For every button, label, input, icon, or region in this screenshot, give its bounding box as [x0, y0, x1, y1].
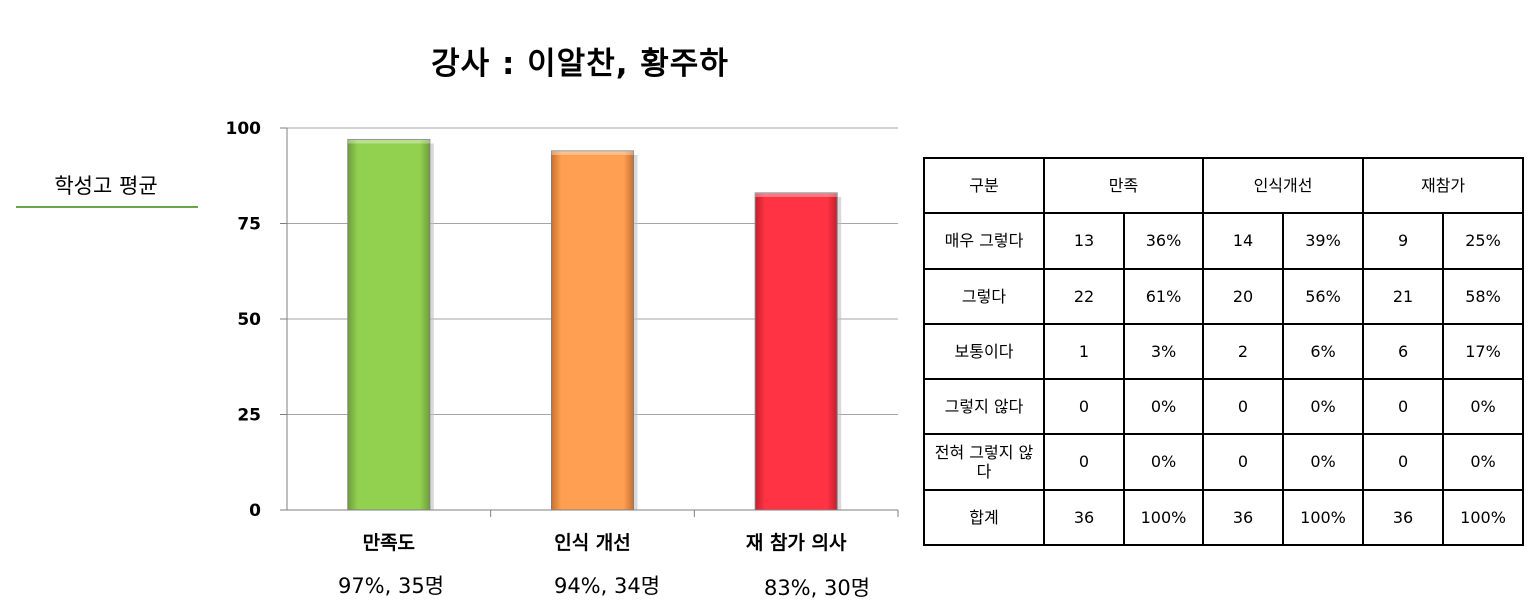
table-cell: 22: [1043, 267, 1125, 325]
table-cell: 36: [1202, 488, 1285, 547]
table-cell: 0: [1362, 433, 1445, 491]
bar-highlight: [347, 139, 430, 144]
bar-highlight: [755, 192, 838, 197]
x-tick-label: 만족도: [363, 532, 415, 554]
table-cell: 17%: [1442, 322, 1525, 381]
table-cell: 0: [1202, 378, 1285, 436]
header-reparticipation: 재참가: [1362, 156, 1525, 215]
table-cell: 36: [1043, 488, 1125, 547]
value-label-satisfaction: 97%, 35명: [337, 574, 445, 598]
y-tick-label: 100: [226, 119, 262, 139]
x-tick-label: 재 참가 의사: [746, 532, 847, 554]
bar: [551, 150, 634, 511]
table-cell: 58%: [1442, 267, 1525, 325]
header-satisfaction: 만족: [1042, 156, 1205, 215]
table-row-label: 매우 그렇다: [923, 212, 1045, 270]
table-cell: 39%: [1282, 212, 1365, 270]
table-row-label: 그렇지 않다: [923, 378, 1045, 436]
table-cell: 25%: [1442, 212, 1525, 270]
table-cell: 0%: [1442, 433, 1525, 491]
header-awareness: 인식개선: [1202, 156, 1365, 215]
bar: [754, 192, 838, 511]
table-row: 매우 그렇다 13 36% 14 39% 9 25%: [923, 212, 1525, 270]
table-cell: 0: [1043, 378, 1125, 436]
table-cell: 1: [1043, 322, 1125, 381]
table-cell: 36: [1362, 488, 1445, 547]
table-row: 전혀 그렇지 않다 0 0% 0 0% 0 0%: [923, 433, 1525, 491]
table-cell: 3%: [1122, 322, 1205, 381]
table-cell: 9: [1362, 212, 1445, 270]
bar-chart: 0 25 50 75 100 만족도 인식 개선 재 참가 의사: [226, 119, 899, 554]
table-cell: 100%: [1122, 488, 1205, 547]
table-cell: 6%: [1282, 322, 1365, 381]
table-cell: 61%: [1122, 267, 1205, 325]
table-header-row: 구분 만족 인식개선 재참가: [923, 156, 1525, 215]
table-cell: 0: [1362, 378, 1445, 436]
table-cell: 21: [1362, 267, 1445, 325]
table-cell: 56%: [1282, 267, 1365, 325]
y-tick-label: 50: [237, 310, 261, 330]
table-row-label: 보통이다: [923, 322, 1045, 381]
table-cell: 0%: [1282, 378, 1365, 436]
bar: [347, 138, 431, 511]
y-axis-ticks: 0 25 50 75 100: [226, 119, 287, 521]
bars: [347, 138, 842, 511]
y-tick-label: 25: [237, 406, 261, 426]
table-cell: 6: [1362, 322, 1445, 381]
table-cell: 14: [1202, 212, 1285, 270]
y-tick-label: 75: [237, 215, 261, 235]
value-label-reparticipation: 83%, 30명: [763, 576, 871, 600]
survey-table: 구분 만족 인식개선 재참가 매우 그렇다 13 36% 14 39% 9 25% 그렇다 22…: [923, 156, 1525, 547]
table-cell: 13: [1043, 212, 1125, 270]
bar-highlight: [551, 150, 634, 155]
table-cell: 2: [1202, 322, 1285, 381]
table-cell: 100%: [1442, 488, 1525, 547]
table-row-label: 그렇다: [923, 267, 1045, 325]
table-row-label: 합계: [923, 488, 1045, 547]
table-row: 합계 36 100% 36 100% 36 100%: [923, 488, 1525, 547]
table-cell: 20: [1202, 267, 1285, 325]
table-row: 그렇다 22 61% 20 56% 21 58%: [923, 267, 1525, 325]
table-cell: 0%: [1442, 378, 1525, 436]
table-cell: 0%: [1122, 433, 1205, 491]
x-axis-labels: 만족도 인식 개선 재 참가 의사: [363, 510, 899, 554]
y-tick-label: 0: [249, 501, 261, 521]
value-label-awareness: 94%, 34명: [553, 574, 661, 598]
chart-title: 강사 : 이알찬, 황주하: [431, 46, 729, 82]
average-label-underline: [16, 206, 198, 208]
table-cell: 0: [1202, 433, 1285, 491]
average-label: 학성고 평균: [54, 174, 158, 198]
table-row: 보통이다 1 3% 2 6% 6 17%: [923, 322, 1525, 381]
table-cell: 0%: [1122, 378, 1205, 436]
table-cell: 100%: [1282, 488, 1365, 547]
table-cell: 0%: [1282, 433, 1365, 491]
x-tick-label: 인식 개선: [554, 532, 631, 554]
header-category: 구분: [923, 156, 1045, 215]
table-cell: 0: [1043, 433, 1125, 491]
table-row-label: 전혀 그렇지 않다: [923, 433, 1045, 491]
table-cell: 36%: [1122, 212, 1205, 270]
table-row: 그렇지 않다 0 0% 0 0% 0 0%: [923, 378, 1525, 436]
